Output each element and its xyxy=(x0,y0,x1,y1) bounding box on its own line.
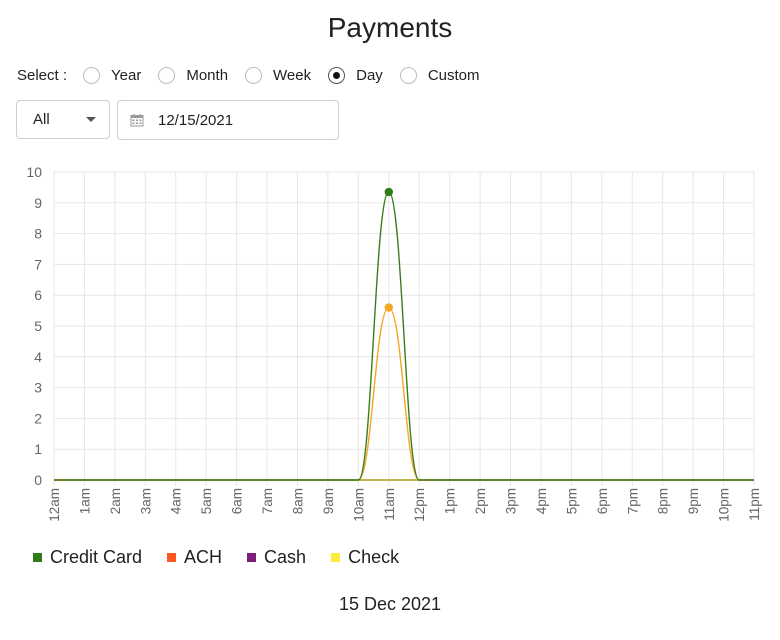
radio-month[interactable]: Month xyxy=(158,66,229,84)
legend-item-credit-card[interactable]: Credit Card xyxy=(33,547,142,568)
radio-day-label: Day xyxy=(356,66,383,84)
x-tick-label: 12am xyxy=(47,488,62,522)
x-tick-label: 1am xyxy=(77,488,92,514)
date-input-value: 12/15/2021 xyxy=(158,111,234,129)
dropdown-value: All xyxy=(33,111,50,128)
radio-custom-circle[interactable] xyxy=(399,66,417,84)
x-tick-label: 2am xyxy=(108,488,123,514)
x-tick-label: 10am xyxy=(351,488,366,522)
x-tick-label: 9pm xyxy=(686,488,701,514)
legend-item-cash[interactable]: Cash xyxy=(247,547,306,568)
radio-week-label: Week xyxy=(273,66,312,84)
select-label: Select : xyxy=(17,66,68,84)
chart-markers xyxy=(384,187,393,312)
y-tick-label: 2 xyxy=(34,410,42,426)
y-tick-label: 1 xyxy=(34,441,42,457)
chart-legend: Credit Card ACH Cash Check xyxy=(33,547,424,568)
x-tick-label: 11am xyxy=(382,488,397,521)
y-tick-label: 4 xyxy=(34,349,42,365)
x-tick-label: 4pm xyxy=(534,488,549,514)
radio-week[interactable]: Week xyxy=(245,66,312,84)
y-tick-label: 8 xyxy=(34,226,42,242)
x-tick-label: 7pm xyxy=(625,488,640,514)
y-axis-ticks: 0 1 2 3 4 5 6 7 8 9 10 xyxy=(26,164,42,488)
y-tick-label: 9 xyxy=(34,195,42,211)
x-tick-label: 1pm xyxy=(443,488,458,514)
radio-week-circle[interactable] xyxy=(245,66,263,84)
x-tick-label: 3pm xyxy=(504,488,519,514)
page-title: Payments xyxy=(327,12,453,43)
y-tick-label: 3 xyxy=(34,380,42,396)
x-tick-label: 10pm xyxy=(717,488,732,522)
radio-year-circle[interactable] xyxy=(83,66,101,84)
legend-label-ach: ACH xyxy=(184,547,223,567)
x-tick-label: 3am xyxy=(138,488,153,514)
legend-swatch-ach xyxy=(167,553,177,562)
chart-date-caption: 15 Dec 2021 xyxy=(338,594,442,614)
x-tick-label: 8pm xyxy=(656,488,671,514)
radio-day[interactable]: Day xyxy=(328,66,383,84)
x-tick-label: 4am xyxy=(169,488,184,514)
x-tick-label: 6pm xyxy=(595,488,610,514)
radio-custom[interactable]: Custom xyxy=(399,66,480,84)
calendar-icon xyxy=(130,114,144,127)
y-tick-label: 5 xyxy=(34,318,42,334)
x-tick-label: 12pm xyxy=(412,488,427,522)
legend-swatch-check xyxy=(331,553,341,562)
data-point-ach xyxy=(384,303,393,312)
chevron-down-icon xyxy=(86,117,96,122)
series-line-credit-card xyxy=(53,191,754,481)
radio-month-circle[interactable] xyxy=(158,66,176,84)
x-tick-label: 6am xyxy=(230,488,245,514)
payment-type-dropdown[interactable]: All xyxy=(16,100,110,139)
date-input[interactable]: 12/15/2021 xyxy=(117,100,339,140)
y-tick-label: 6 xyxy=(34,287,42,303)
legend-label-check: Check xyxy=(348,547,400,567)
y-tick-label: 10 xyxy=(26,164,42,180)
x-tick-label: 9am xyxy=(321,488,336,514)
payments-line-chart: 0 1 2 3 4 5 6 7 8 9 10 12am 1am 2am 3am 4am 5am 6am 7am 8a… xyxy=(26,164,762,522)
x-tick-label: 5am xyxy=(199,488,214,514)
period-selector: Select : Year Month Week Day Custom xyxy=(17,62,497,88)
legend-label-cash: Cash xyxy=(264,547,307,567)
legend-label-credit-card: Credit Card xyxy=(50,547,143,567)
radio-day-circle[interactable] xyxy=(328,66,346,84)
legend-swatch-credit-card xyxy=(33,553,42,562)
legend-item-ach[interactable]: ACH xyxy=(167,547,222,568)
chart-grid xyxy=(53,171,755,486)
x-tick-label: 8am xyxy=(290,488,305,514)
y-tick-label: 0 xyxy=(34,472,42,488)
radio-custom-label: Custom xyxy=(427,66,480,84)
radio-year-label: Year xyxy=(111,66,142,84)
x-tick-label: 5pm xyxy=(564,488,579,514)
y-tick-label: 7 xyxy=(34,256,42,272)
radio-year[interactable]: Year xyxy=(83,66,142,84)
x-axis-ticks: 12am 1am 2am 3am 4am 5am 6am 7am 8am 9am 10am 11am 1… xyxy=(47,488,762,522)
legend-swatch-cash xyxy=(247,553,257,562)
radio-month-label: Month xyxy=(186,66,229,84)
chart-series xyxy=(53,191,754,481)
data-point-credit-card xyxy=(384,187,393,197)
x-tick-label: 11pm xyxy=(747,488,762,521)
x-tick-label: 7am xyxy=(260,488,275,514)
x-tick-label: 2pm xyxy=(473,488,488,514)
legend-item-check[interactable]: Check xyxy=(331,547,399,568)
